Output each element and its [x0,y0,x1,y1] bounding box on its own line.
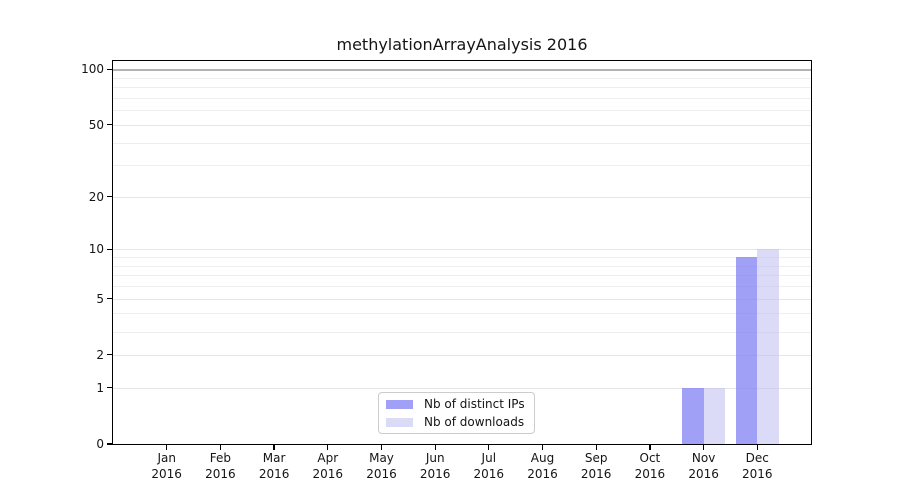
legend-item-distinct-ips: Nb of distinct IPs [386,396,525,412]
gridline-minor [113,142,811,144]
x-label-month: May [369,451,394,465]
y-label-100: 100 [81,62,104,77]
x-label-sep: Sep 2016 [564,451,628,482]
bar-dec-distinct-ips [735,257,758,444]
y-tick-100 [107,68,112,70]
x-label-jun: Jun 2016 [403,451,467,482]
x-label-oct: Oct 2016 [618,451,682,482]
x-tick-mar [273,445,275,450]
legend-swatch-downloads [386,417,413,427]
x-label-dec: Dec 2016 [725,451,789,482]
gridline-minor [113,313,811,315]
x-label-year: 2016 [580,466,612,481]
x-tick-jun [434,445,436,450]
x-label-apr: Apr 2016 [296,451,360,482]
x-tick-jan [166,445,168,450]
gridline-minor [113,165,811,167]
gridline-layer [113,61,811,444]
legend-label-downloads: Nb of downloads [424,415,525,429]
y-tick-10 [107,248,112,250]
x-tick-aug [541,445,544,450]
gridline-minor [113,275,811,277]
gridline-minor [113,257,811,259]
chart-title: methylationArrayAnalysis 2016 [336,35,588,54]
y-label-1: 1 [96,380,104,395]
x-label-month: Oct [639,451,661,465]
gridline-minor [113,265,811,267]
bar-layer [113,61,811,444]
x-label-jul: Jul 2016 [457,451,521,482]
gridline-minor [113,98,811,99]
x-tick-dec [756,445,758,450]
x-label-month: Jun [425,451,445,465]
gridline-minor [113,331,811,333]
x-label-year: 2016 [688,466,719,481]
x-label-may: May 2016 [350,451,414,482]
x-label-month: Nov [691,451,716,465]
gridline-minor [113,77,811,79]
x-tick-jul [488,445,490,450]
gridline-major [113,354,811,356]
y-label-0: 0 [96,437,104,451]
y-label-20: 20 [88,189,104,204]
legend-swatch-distinct-ips [386,399,413,409]
x-tick-may [380,445,383,450]
x-label-feb: Feb 2016 [188,451,252,482]
y-label-2: 2 [96,347,104,362]
y-label-5: 5 [96,291,104,306]
x-label-year: 2016 [312,466,344,481]
legend-label-distinct-ips: Nb of distinct IPs [424,397,525,411]
x-label-year: 2016 [742,466,773,481]
x-label-aug: Aug 2016 [511,451,575,482]
x-label-year: 2016 [205,466,236,481]
x-label-jan: Jan 2016 [135,451,199,482]
x-label-year: 2016 [634,466,666,481]
x-label-month: Jul [481,451,497,465]
gridline-major [113,387,811,389]
x-label-nov: Nov 2016 [672,451,736,482]
legend: Nb of distinct IPs Nb of downloads [378,392,535,434]
x-tick-apr [327,445,329,450]
x-tick-feb [219,445,221,450]
gridline-minor [113,110,811,112]
x-label-year: 2016 [151,466,182,481]
x-label-mar: Mar 2016 [242,451,306,482]
x-label-month: Apr [317,451,339,465]
chart-plot-area [113,61,811,444]
gridline-minor [113,87,811,89]
legend-item-downloads: Nb of downloads [386,414,525,430]
x-tick-nov [703,445,705,450]
y-tick-5 [107,297,112,300]
bar-nov-downloads [703,387,726,444]
y-tick-0 [107,443,112,445]
gridline-major [113,298,811,300]
x-label-year: 2016 [366,466,397,481]
x-label-month: Sep [584,451,608,465]
x-label-year: 2016 [527,466,558,481]
bar-nov-distinct-ips [682,387,704,444]
gridline-major [113,124,811,126]
x-label-month: Dec [745,451,769,465]
gridline-major [113,249,811,251]
x-label-year: 2016 [258,466,290,481]
x-label-month: Jan [157,451,176,465]
y-label-50: 50 [88,117,104,132]
y-label-10: 10 [88,242,104,257]
y-tick-20 [107,196,112,198]
x-tick-oct [649,445,651,450]
x-label-month: Aug [530,451,555,465]
y-tick-50 [107,124,112,126]
x-label-month: Feb [209,451,232,465]
x-label-year: 2016 [473,466,505,481]
y-tick-1 [107,387,112,389]
bar-dec-downloads [757,249,779,444]
x-label-month: Mar [262,451,286,465]
y-tick-2 [107,354,112,356]
gridline-major [113,196,811,198]
x-tick-sep [595,445,597,450]
x-label-year: 2016 [419,466,451,481]
gridline-minor [113,286,811,288]
gridline-major [113,69,811,71]
